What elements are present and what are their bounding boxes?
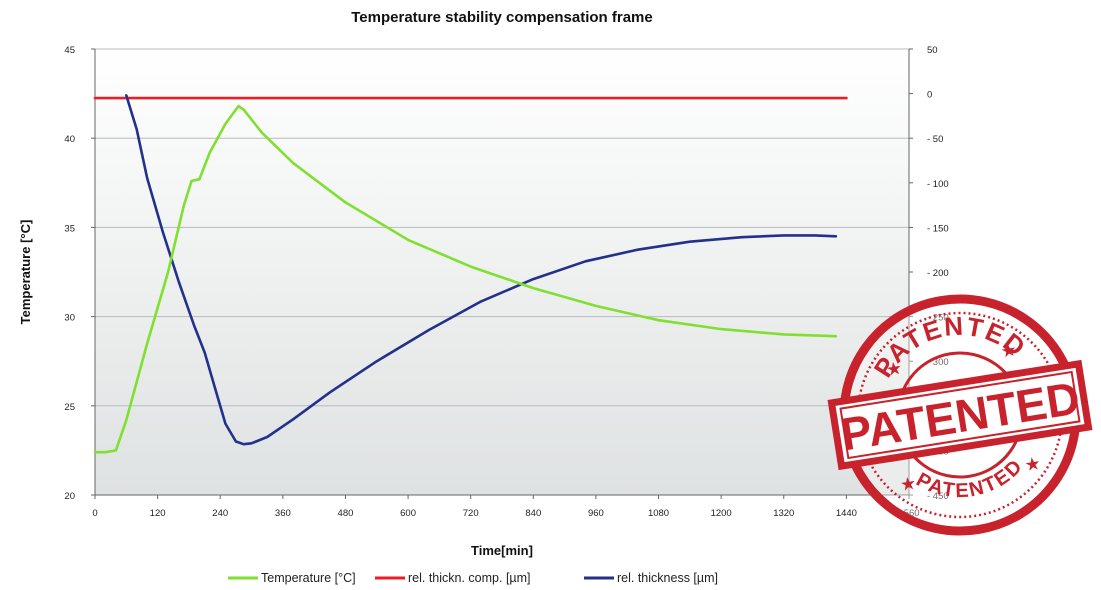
x-tick-label: 960: [588, 508, 604, 519]
x-tick-label: 1320: [773, 508, 794, 519]
x-tick-label: 120: [150, 508, 166, 519]
y2-tick-label: - 200: [927, 268, 949, 279]
star-icon: ★: [899, 473, 918, 496]
y2-tick-label: - 100: [927, 179, 949, 190]
series-line-0: [93, 104, 838, 454]
legend-entry: rel. thickn. comp. [µm]: [408, 571, 531, 585]
patented-stamp: PATENTED PATENTED ★ ★ ★ ★ PATENTED: [827, 294, 1093, 536]
y-tick-label: 30: [64, 313, 75, 324]
x-tick-label: 720: [463, 508, 479, 519]
x-tick-label: 480: [338, 508, 354, 519]
legend: Temperature [°C] rel. thickn. comp. [µm] r…: [228, 571, 718, 585]
star-icon: ★: [999, 339, 1018, 362]
y-tick-label: 40: [64, 134, 75, 145]
x-tick-label: 840: [525, 508, 541, 519]
x-tick-label: 0: [92, 508, 97, 519]
plot-area: [95, 49, 909, 495]
y2-tick-label: - 50: [927, 134, 943, 145]
x-tick-label: 360: [275, 508, 291, 519]
y2-tick-label: - 250: [927, 313, 949, 324]
y-axis-ticks: 20 25 30 35 40 45: [64, 45, 95, 502]
x-tick-label: 1080: [648, 508, 669, 519]
y-tick-label: 25: [64, 402, 75, 413]
x-axis-ticks: 0 120 240 360 480 600 720 840 960 1080 1200 1320 144…: [92, 495, 920, 519]
star-icon: ★: [1023, 453, 1042, 476]
x-tick-label: 1200: [711, 508, 732, 519]
x-tick-label: 240: [212, 508, 228, 519]
x-tick-label: 600: [400, 508, 416, 519]
series-line-2: [125, 94, 838, 446]
y-tick-label: 45: [64, 45, 75, 56]
y2-tick-label: - 450: [927, 491, 949, 502]
series-lines: [93, 94, 848, 454]
stamp-banner: [827, 359, 1093, 471]
legend-entry: Temperature [°C]: [261, 571, 356, 585]
legend-entry: rel. thickness [µm]: [617, 571, 718, 585]
x-tick-label: 1560: [898, 508, 919, 519]
chart-title: Temperature stability compensation frame: [351, 9, 652, 26]
y2-tick-label: 50: [927, 45, 938, 56]
x-tick-label: 1440: [836, 508, 857, 519]
y-tick-label: 20: [64, 491, 75, 502]
y-tick-label: 35: [64, 223, 75, 234]
y2-tick-label: - 150: [927, 223, 949, 234]
y-axis-label: Temperature [°C]: [18, 220, 33, 325]
x-axis-label: Time[min]: [471, 543, 533, 558]
y2-tick-label: 0: [927, 90, 932, 101]
stamp-banner-inner: [839, 370, 1081, 460]
y2-tick-label: - 300: [927, 357, 949, 368]
star-icon: ★: [884, 358, 903, 381]
